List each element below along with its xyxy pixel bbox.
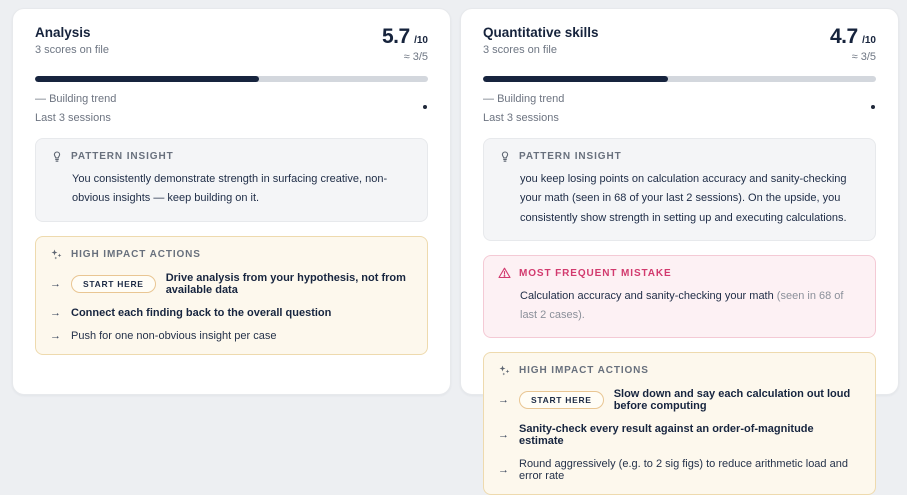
action-text: Push for one non-obvious insight per cas… <box>71 329 277 342</box>
action-item: → Sanity-check every result against an o… <box>498 423 861 447</box>
score-value: 5.7 <box>381 25 410 48</box>
arrow-right-icon: → <box>498 394 509 407</box>
action-item: → Round aggressively (e.g. to 2 sig figs… <box>498 458 861 482</box>
score-max: /10 <box>414 35 428 46</box>
score-value: 4.7 <box>829 25 858 48</box>
mistake-body: Calculation accuracy and sanity-checking… <box>520 289 774 302</box>
arrow-right-icon: → <box>498 464 509 477</box>
action-item: → Push for one non-obvious insight per c… <box>50 330 413 342</box>
pattern-insight-title: PATTERN INSIGHT <box>71 151 174 162</box>
lightbulb-icon <box>50 150 63 163</box>
action-text: Sanity-check every result against an ord… <box>519 423 814 448</box>
action-text: Round aggressively (e.g. to 2 sig figs) … <box>519 458 848 483</box>
arrow-right-icon: → <box>50 306 61 319</box>
score-progress-bar <box>483 76 876 82</box>
lightbulb-icon <box>498 150 511 163</box>
card-title: Analysis <box>35 25 91 40</box>
arrow-right-icon: → <box>50 329 61 342</box>
action-item: → START HERE Slow down and say each calc… <box>498 388 861 412</box>
score-max: /10 <box>862 35 876 46</box>
trend-label: Building trend <box>497 93 565 105</box>
high-impact-actions-title: HIGH IMPACT ACTIONS <box>71 248 201 260</box>
pattern-insight-body: you keep losing points on calculation ac… <box>520 173 847 224</box>
pattern-insight-box: PATTERN INSIGHT you keep losing points o… <box>483 138 876 241</box>
arrow-right-icon: → <box>50 277 61 290</box>
trend-dash-icon: — <box>483 93 494 105</box>
high-impact-actions-box: HIGH IMPACT ACTIONS → START HERE Slow do… <box>483 352 876 495</box>
pattern-insight-title: PATTERN INSIGHT <box>519 151 622 162</box>
sparkles-icon <box>50 248 63 261</box>
scores-on-file: 3 scores on file <box>483 44 557 56</box>
score-approx: ≈ 3/5 <box>403 51 428 63</box>
pattern-insight-box: PATTERN INSIGHT You consistently demonst… <box>35 138 428 222</box>
high-impact-actions-box: HIGH IMPACT ACTIONS → START HERE Drive a… <box>35 235 428 355</box>
trend-dash-icon: — <box>35 93 46 105</box>
high-impact-actions-title: HIGH IMPACT ACTIONS <box>519 365 649 377</box>
warning-triangle-icon <box>498 267 511 280</box>
sparkline-dot <box>871 105 875 109</box>
mistake-note: (seen in 68 of last 2 cases). <box>520 289 844 321</box>
most-frequent-mistake-title: MOST FREQUENT MISTAKE <box>519 267 672 279</box>
card-analysis: Analysis 3 scores on file 5.7 /10 ≈ 3/5 … <box>12 8 451 395</box>
action-item: → Connect each finding back to the overa… <box>50 307 413 319</box>
scores-on-file: 3 scores on file <box>35 44 109 56</box>
score-progress-bar <box>35 76 428 82</box>
sparkles-icon <box>498 364 511 377</box>
arrow-right-icon: → <box>498 429 509 442</box>
skill-cards-container: Analysis 3 scores on file 5.7 /10 ≈ 3/5 … <box>12 8 899 495</box>
most-frequent-mistake-box: MOST FREQUENT MISTAKE Calculation accura… <box>483 254 876 339</box>
action-item: → START HERE Drive analysis from your hy… <box>50 272 413 296</box>
card-header: Quantitative skills 3 scores on file 4.7… <box>483 25 876 63</box>
score-approx: ≈ 3/5 <box>851 51 876 63</box>
action-text: Drive analysis from your hypothesis, not… <box>165 271 406 296</box>
start-here-badge: START HERE <box>519 391 604 410</box>
sessions-label: Last 3 sessions <box>483 112 559 124</box>
pattern-insight-body: You consistently demonstrate strength in… <box>72 173 388 205</box>
score-progress-fill <box>483 76 668 82</box>
action-text: Connect each finding back to the overall… <box>71 306 332 319</box>
card-header: Analysis 3 scores on file 5.7 /10 ≈ 3/5 <box>35 25 428 63</box>
sparkline-dot <box>423 105 427 109</box>
trend-label: Building trend <box>49 93 117 105</box>
score-progress-fill <box>35 76 259 82</box>
card-quantitative-skills: Quantitative skills 3 scores on file 4.7… <box>460 8 899 495</box>
card-title: Quantitative skills <box>483 25 599 40</box>
start-here-badge: START HERE <box>71 274 156 293</box>
action-text: Slow down and say each calculation out l… <box>613 388 851 413</box>
sessions-label: Last 3 sessions <box>35 112 111 124</box>
